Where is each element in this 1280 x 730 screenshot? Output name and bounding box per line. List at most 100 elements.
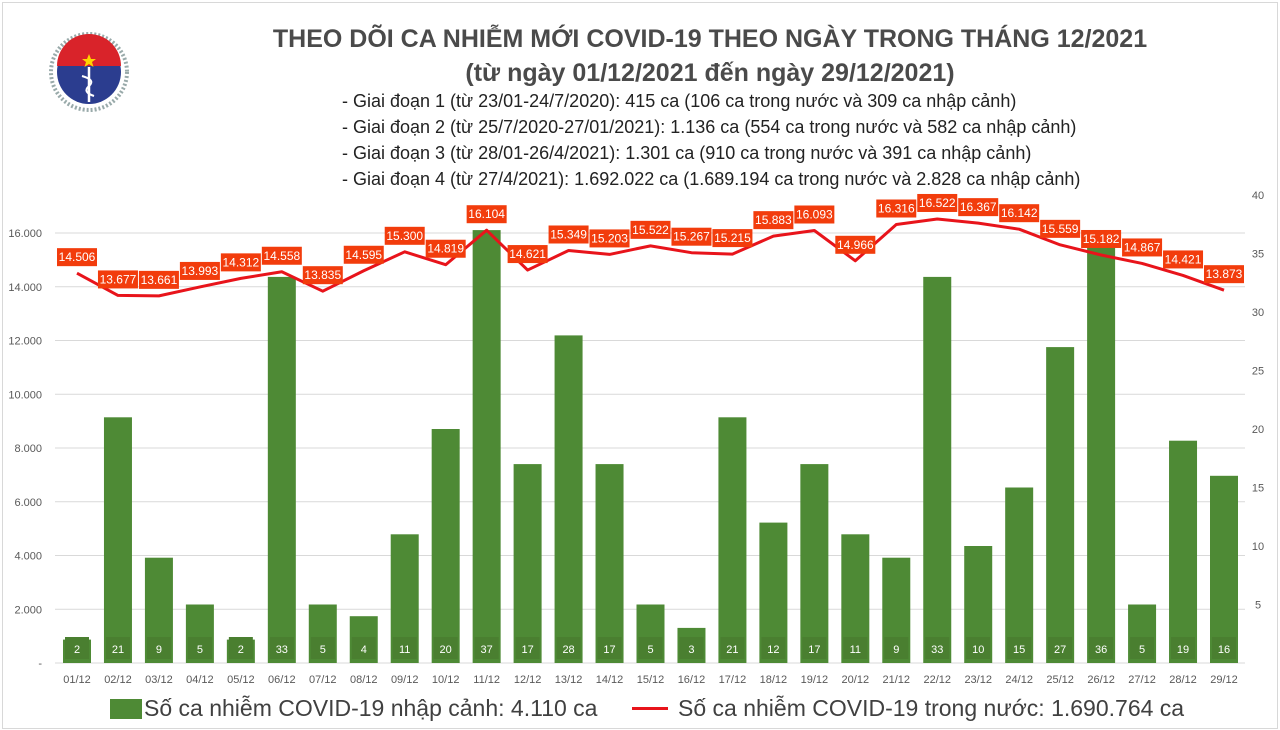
line-label: 14.506 <box>59 250 96 264</box>
line-label: 15.182 <box>1083 232 1120 246</box>
chart-title: THEO DÕI CA NHIỄM MỚI COVID-19 THEO NGÀY… <box>272 25 1148 53</box>
x-axis-tick: 29/12 <box>1210 674 1238 686</box>
bar-24/12 <box>1005 487 1034 663</box>
bar-label-box <box>310 637 335 659</box>
x-axis-tick: 21/12 <box>883 674 911 686</box>
bar-label: 36 <box>1095 644 1107 656</box>
line-label: 16.104 <box>468 207 505 221</box>
line-label-box <box>548 225 589 244</box>
right-axis-tick: 10 <box>1252 541 1264 553</box>
line-label: 16.142 <box>1001 206 1038 220</box>
bar-06/12 <box>267 276 296 663</box>
bar-label: 17 <box>808 644 820 656</box>
phase-1-text: - Giai đoạn 1 (từ 23/01-24/7/2020): 415 … <box>342 91 1017 111</box>
line-label: 15.349 <box>550 227 587 241</box>
bar-label-box <box>843 637 868 659</box>
bar-label-box <box>105 637 130 659</box>
line-label-box <box>57 248 97 267</box>
left-axis-tick: 6.000 <box>14 497 42 509</box>
line-label-box <box>1122 238 1163 257</box>
bar-label: 28 <box>562 644 574 656</box>
bar-label-box <box>761 637 786 659</box>
x-axis-tick: 23/12 <box>964 674 992 686</box>
bar-label: 12 <box>767 644 779 656</box>
line-label-box <box>753 211 794 230</box>
line-label: 16.522 <box>919 196 956 210</box>
ministry-of-health-logo <box>49 32 129 112</box>
line-label: 14.966 <box>837 238 874 252</box>
x-axis-tick: 26/12 <box>1087 674 1115 686</box>
line-label: 13.993 <box>182 264 219 278</box>
bar-label: 5 <box>1139 644 1145 656</box>
bar-label-box <box>433 637 458 659</box>
bar-label-box <box>720 637 745 659</box>
bar-10/12 <box>431 429 460 663</box>
bar-label-box <box>925 637 950 659</box>
left-axis-tick: 2.000 <box>14 604 42 616</box>
line-label-box <box>1204 265 1244 284</box>
left-axis-tick: 16.000 <box>8 228 42 240</box>
bar-label: 33 <box>931 644 943 656</box>
x-axis-tick: 17/12 <box>719 674 747 686</box>
right-axis-tick: 25 <box>1252 366 1264 378</box>
domestic-cases-line <box>76 217 1225 298</box>
bar-label: 2 <box>238 644 244 656</box>
line-label: 15.300 <box>386 229 423 243</box>
x-axis-tick: 11/12 <box>473 674 500 686</box>
phase-3-text: - Giai đoạn 3 (từ 28/01-26/4/2021): 1.30… <box>342 143 1032 163</box>
x-axis-tick: 16/12 <box>678 674 706 686</box>
line-label: 14.595 <box>345 248 382 262</box>
bar-02/12 <box>103 417 132 663</box>
bar-label-box <box>1212 637 1236 659</box>
bar-label-box <box>515 637 540 659</box>
phase-2-text: - Giai đoạn 2 (từ 25/7/2020-27/01/2021):… <box>342 117 1077 137</box>
bar-label: 11 <box>850 644 861 656</box>
line-label: 13.677 <box>100 272 137 286</box>
line-label-box <box>1040 219 1081 238</box>
bar-label: 5 <box>197 644 203 656</box>
x-axis-tick: 14/12 <box>596 674 624 686</box>
line-label: 14.558 <box>263 249 300 263</box>
x-axis-tick: 15/12 <box>637 674 665 686</box>
bar-label: 17 <box>521 644 533 656</box>
left-axis-tick: 10.000 <box>8 389 42 401</box>
bar-13/12 <box>554 335 583 663</box>
right-axis-tick: 35 <box>1252 249 1264 261</box>
legend-bar-swatch <box>110 698 142 719</box>
line-label-box <box>712 229 753 248</box>
line-label: 14.621 <box>509 247 546 261</box>
bar-label-box <box>597 637 622 659</box>
bar-label-box <box>679 637 704 659</box>
x-axis-tick: 18/12 <box>760 674 788 686</box>
chart-subtitle: (từ ngày 01/12/2021 đến ngày 29/12/2021) <box>465 59 955 87</box>
left-axis-tick: - <box>38 658 42 670</box>
line-label-box <box>384 226 425 245</box>
phase-4-text: - Giai đoạn 4 (từ 27/4/2021): 1.692.022 … <box>342 169 1081 189</box>
line-label: 13.873 <box>1206 267 1243 281</box>
bar-25/12 <box>1046 347 1075 663</box>
line-label-box <box>220 253 261 272</box>
bar-label: 33 <box>276 644 288 656</box>
bar-label-box <box>187 637 212 659</box>
left-axis-tick: 14.000 <box>8 282 42 294</box>
bar-label: 21 <box>112 644 124 656</box>
line-label-box <box>507 245 548 264</box>
line-label: 15.267 <box>673 230 710 244</box>
line-label-box <box>179 261 220 280</box>
line-label: 16.367 <box>960 200 997 214</box>
x-axis-tick: 12/12 <box>514 674 542 686</box>
line-label-box <box>97 270 138 289</box>
x-axis-tick: 08/12 <box>350 674 378 686</box>
bar-label-box <box>474 637 499 659</box>
bar-label-box <box>392 637 417 659</box>
line-label: 13.835 <box>304 268 341 282</box>
bar-label: 15 <box>1013 644 1025 656</box>
bar-26/12 <box>1087 241 1116 664</box>
right-axis-tick: 15 <box>1252 483 1264 495</box>
bar-label-box <box>802 637 827 659</box>
right-axis-tick: 5 <box>1255 600 1261 612</box>
right-axis-tick: 40 <box>1252 190 1264 202</box>
bar-label-box <box>351 637 376 659</box>
